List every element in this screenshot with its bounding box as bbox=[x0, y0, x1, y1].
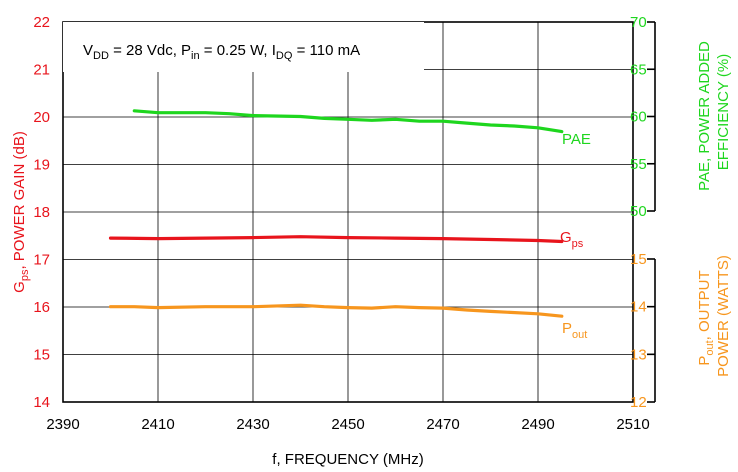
y-right-top-tick-label: 50 bbox=[630, 203, 647, 220]
series-label-gps: Gps bbox=[560, 229, 584, 250]
y-right-top-tick-label: 60 bbox=[630, 109, 647, 126]
y-right-top-axis-label-line1: PAE, POWER ADDED bbox=[696, 41, 713, 191]
y-right-top-tick-label: 65 bbox=[630, 61, 647, 78]
y-left-tick-label: 15 bbox=[33, 347, 50, 364]
y-right-top-axis-label-line2: EFFICIENCY (%) bbox=[715, 54, 732, 170]
y-left-tick-label: 22 bbox=[33, 14, 50, 31]
x-axis-label: f, FREQUENCY (MHz) bbox=[272, 451, 423, 468]
y-right-bottom-ticks: 12 13 14 15 bbox=[630, 251, 655, 411]
y-right-bottom-tick-label: 13 bbox=[630, 346, 647, 363]
x-tick-label: 2490 bbox=[521, 416, 554, 433]
y-right-top-tick-label: 70 bbox=[630, 14, 647, 31]
y-right-bottom-tick-label: 14 bbox=[630, 299, 647, 316]
y-left-tick-label: 16 bbox=[33, 299, 50, 316]
series-lines bbox=[108, 109, 564, 318]
y-left-tick-label: 21 bbox=[33, 62, 50, 79]
grid bbox=[63, 22, 633, 402]
y-left-ticks: 14 15 16 17 18 19 20 21 22 bbox=[33, 14, 50, 411]
x-tick-label: 2430 bbox=[236, 416, 269, 433]
y-right-top-ticks: 50 55 60 65 70 bbox=[630, 14, 655, 220]
y-left-tick-label: 17 bbox=[33, 252, 50, 269]
x-tick-label: 2390 bbox=[46, 416, 79, 433]
x-tick-label: 2510 bbox=[616, 416, 649, 433]
annotation-text: VDD = 28 Vdc, Pin = 0.25 W, IDQ = 110 mA bbox=[83, 42, 360, 62]
x-tick-label: 2470 bbox=[426, 416, 459, 433]
y-right-bottom-axis-label-line1: Pout, OUTPUT bbox=[696, 270, 716, 365]
series-line-pae bbox=[132, 109, 564, 134]
y-left-tick-label: 20 bbox=[33, 109, 50, 126]
y-left-axis-label: Gps, POWER GAIN (dB) bbox=[11, 131, 31, 293]
x-tick-label: 2450 bbox=[331, 416, 364, 433]
y-right-top-tick-label: 55 bbox=[630, 156, 647, 173]
y-left-tick-label: 18 bbox=[33, 204, 50, 221]
x-tick-label: 2410 bbox=[141, 416, 174, 433]
y-right-bottom-tick-label: 12 bbox=[630, 394, 647, 411]
series-label-pout: Pout bbox=[562, 320, 587, 341]
series-line-gps bbox=[108, 235, 564, 244]
y-right-bottom-tick-label: 15 bbox=[630, 251, 647, 268]
y-left-tick-label: 19 bbox=[33, 157, 50, 174]
y-left-tick-label: 14 bbox=[33, 394, 50, 411]
series-label-pae: PAE bbox=[562, 131, 591, 148]
y-right-bottom-axis-label-line2: POWER (WATTS) bbox=[715, 255, 732, 377]
x-ticks: 2390 2410 2430 2450 2470 2490 2510 bbox=[46, 416, 649, 433]
annotation-box bbox=[63, 22, 424, 72]
series-line-pout bbox=[108, 303, 564, 318]
